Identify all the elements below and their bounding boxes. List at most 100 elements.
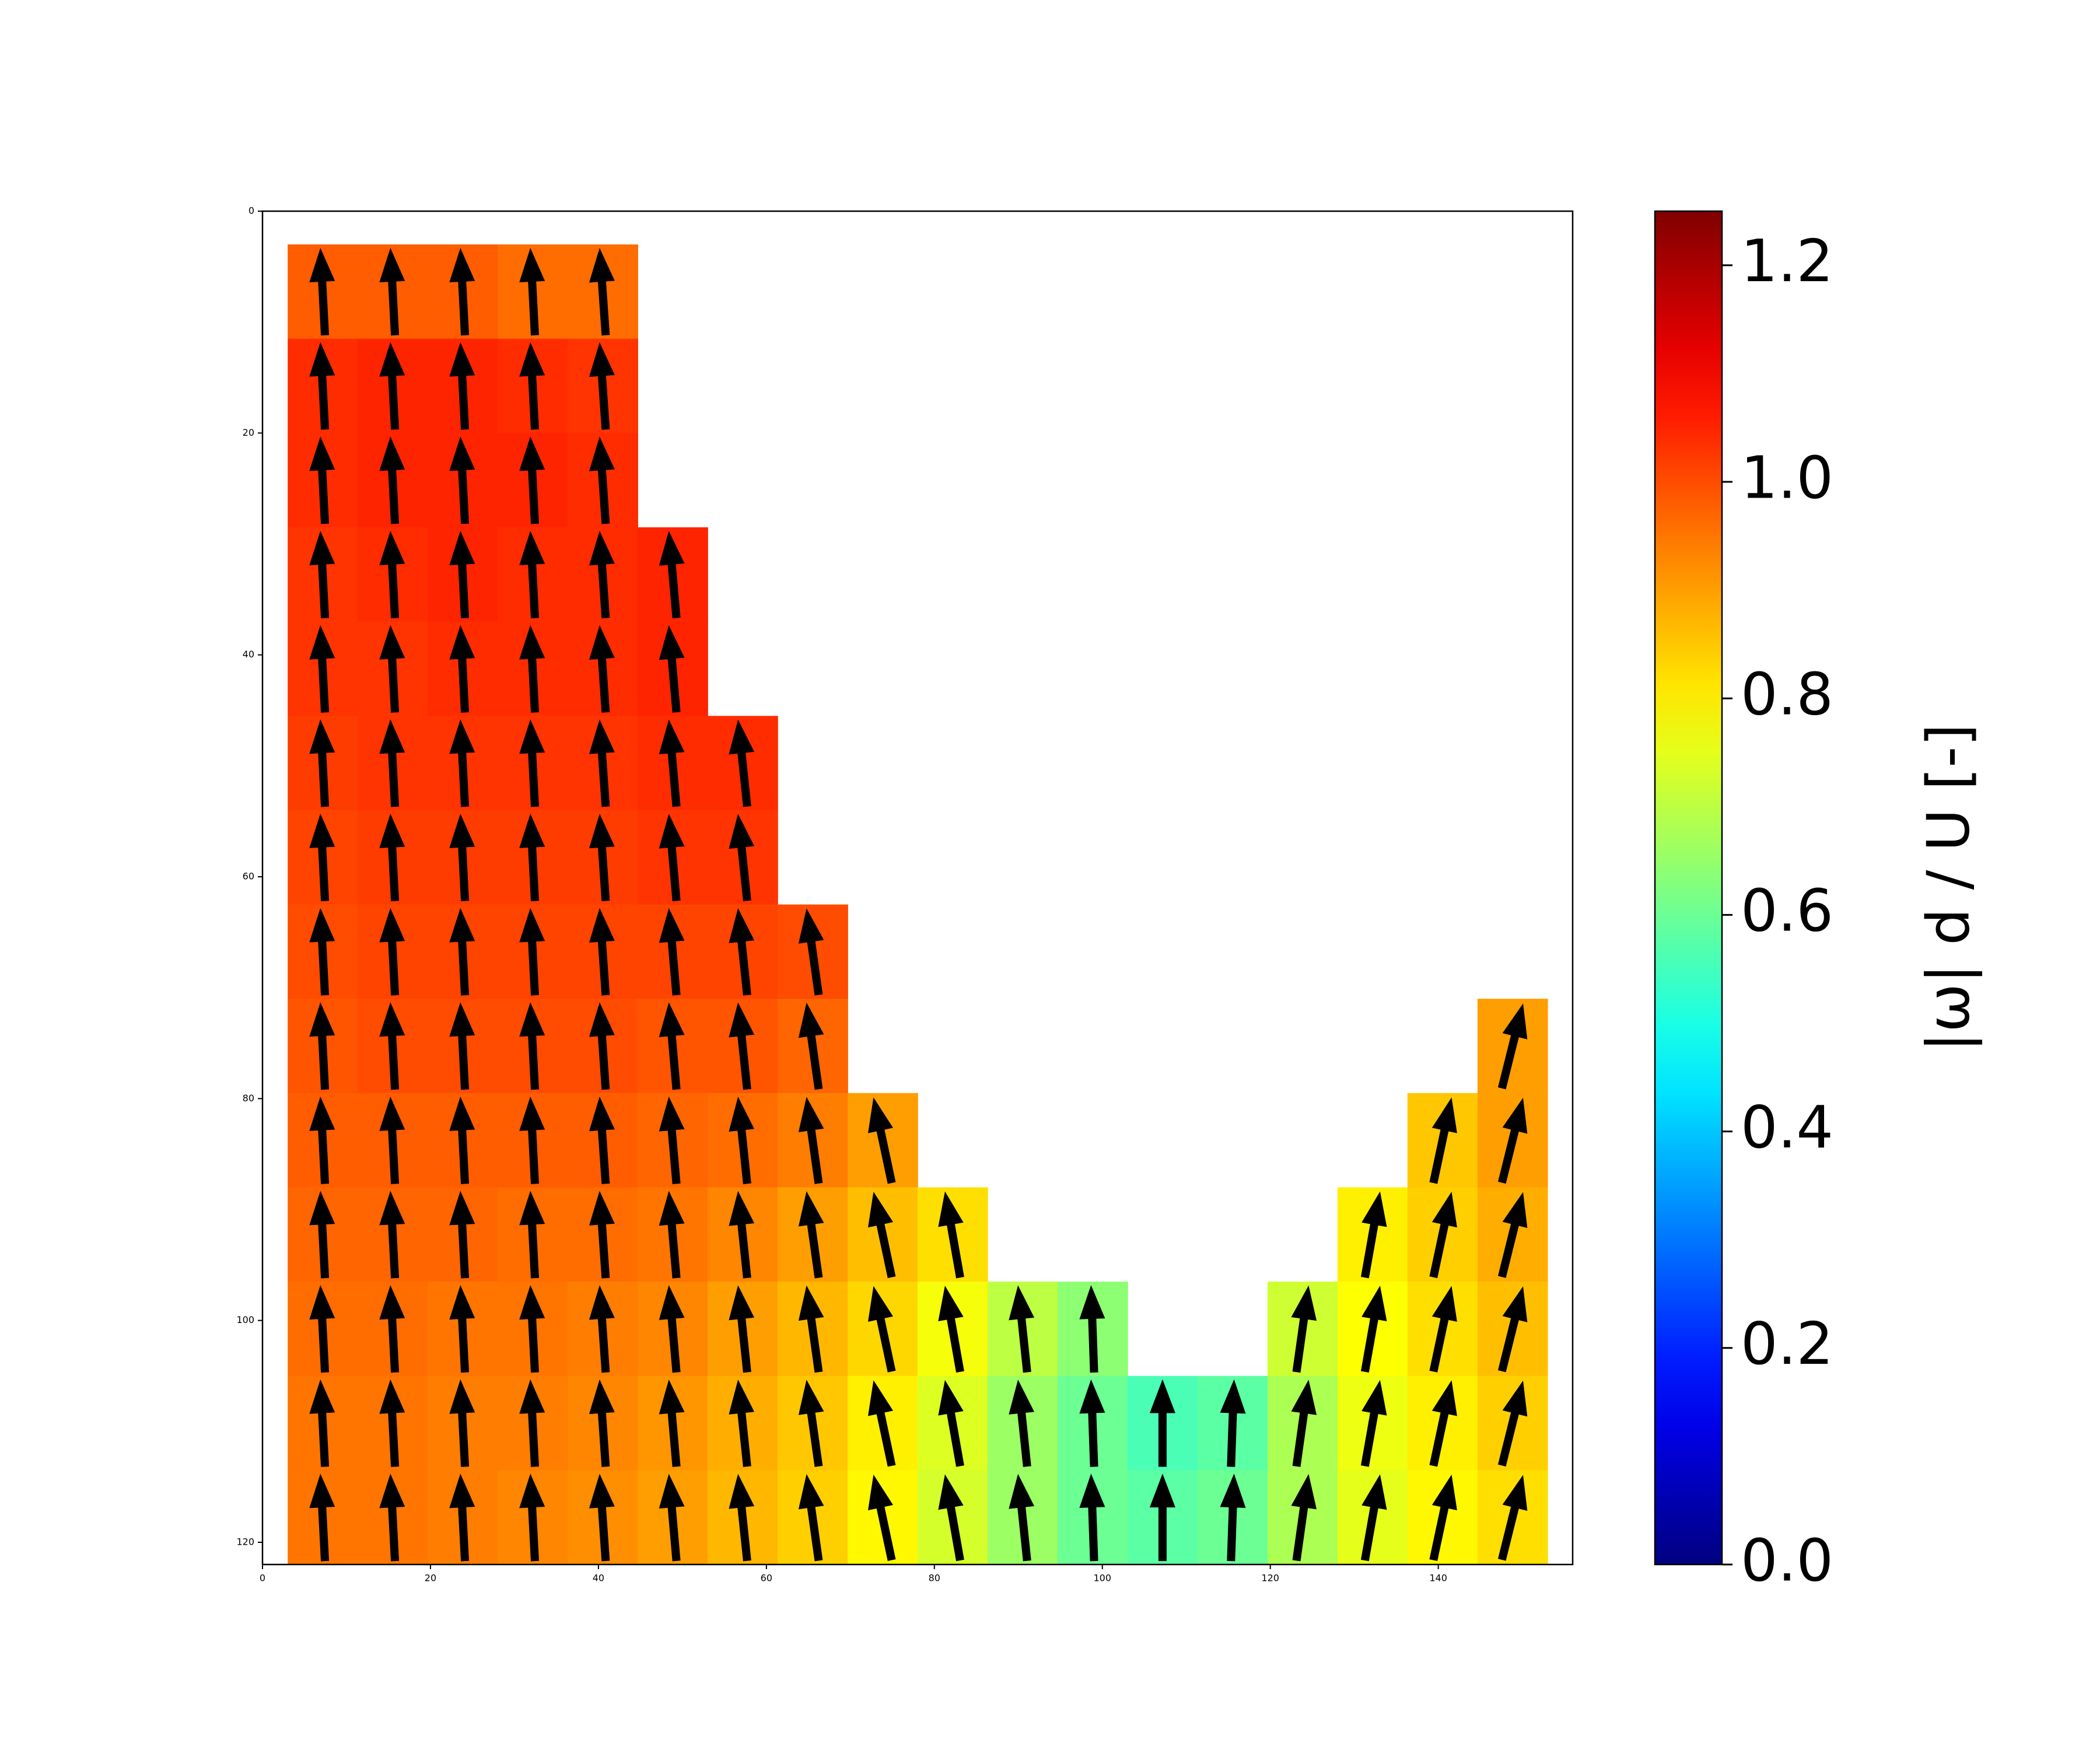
x-tick-label: 60 xyxy=(761,1573,772,1584)
arrow xyxy=(798,1002,824,1090)
arrow xyxy=(798,1097,824,1184)
arrow xyxy=(729,1285,755,1373)
arrow xyxy=(1360,1286,1387,1373)
arrow xyxy=(1220,1474,1246,1562)
arrow xyxy=(309,1002,335,1090)
arrow xyxy=(379,1191,405,1279)
arrow xyxy=(798,1191,824,1279)
arrow xyxy=(519,436,545,524)
arrow xyxy=(449,436,475,524)
arrow xyxy=(589,1096,615,1184)
arrow xyxy=(589,1379,615,1467)
arrow xyxy=(1079,1284,1105,1373)
arrow xyxy=(379,530,405,619)
arrow xyxy=(589,342,615,430)
x-tick-label: 40 xyxy=(593,1573,604,1584)
arrow xyxy=(1079,1379,1105,1467)
arrow xyxy=(589,719,615,807)
arrow xyxy=(449,247,475,336)
colorbar-tick-label: 1.2 xyxy=(1741,227,1833,295)
arrow xyxy=(519,625,545,713)
arrow xyxy=(938,1380,964,1467)
arrow xyxy=(379,1002,405,1090)
arrow xyxy=(309,342,335,430)
arrow xyxy=(1429,1286,1457,1373)
arrow xyxy=(1360,1380,1387,1467)
x-tick-label: 100 xyxy=(1093,1573,1111,1584)
arrow xyxy=(729,1097,755,1184)
arrow xyxy=(449,1474,475,1562)
y-tick-label: 60 xyxy=(243,870,254,881)
arrow xyxy=(1497,1380,1528,1467)
arrow xyxy=(449,1002,475,1090)
arrow xyxy=(309,908,335,996)
arrow xyxy=(659,908,685,996)
arrow xyxy=(309,1379,335,1467)
x-tick-label: 20 xyxy=(425,1573,436,1584)
arrow xyxy=(519,813,545,901)
arrow xyxy=(1009,1379,1035,1467)
plot-frame xyxy=(261,210,1574,1566)
arrow xyxy=(1291,1474,1317,1562)
arrow xyxy=(449,719,475,807)
arrow xyxy=(1497,1475,1528,1561)
arrow xyxy=(659,1474,685,1562)
arrow xyxy=(867,1380,896,1467)
arrow xyxy=(589,1191,615,1279)
arrow xyxy=(1429,1097,1457,1184)
arrow xyxy=(1429,1474,1457,1561)
heatmap xyxy=(288,244,1548,1565)
quiver xyxy=(309,247,1528,1562)
arrow xyxy=(1497,1286,1528,1373)
arrow xyxy=(1149,1379,1175,1467)
arrow xyxy=(938,1474,964,1562)
arrow xyxy=(449,908,475,996)
arrow xyxy=(379,436,405,524)
colorbar-tick-label: 0.6 xyxy=(1741,877,1833,945)
arrow xyxy=(589,813,615,902)
arrow xyxy=(449,813,475,901)
arrow xyxy=(1497,1003,1528,1090)
arrow xyxy=(379,247,405,336)
arrow xyxy=(449,1379,475,1467)
arrow xyxy=(519,530,545,619)
colorbar xyxy=(1654,210,1723,1566)
arrow xyxy=(659,625,685,713)
arrow xyxy=(309,1285,335,1373)
colorbar-tick-label: 0.8 xyxy=(1741,660,1833,729)
arrow xyxy=(1291,1380,1317,1467)
arrow xyxy=(1497,1097,1528,1184)
arrow xyxy=(379,625,405,713)
arrow xyxy=(1429,1191,1457,1279)
y-tick-label: 120 xyxy=(236,1536,254,1547)
arrow xyxy=(589,1285,615,1373)
arrow xyxy=(379,1474,405,1562)
arrow xyxy=(1220,1379,1246,1467)
arrow xyxy=(1360,1474,1387,1562)
arrow xyxy=(519,1096,545,1184)
arrow xyxy=(379,342,405,430)
arrow xyxy=(589,908,615,996)
y-tick-label: 40 xyxy=(243,649,254,660)
arrow xyxy=(589,530,615,619)
arrow xyxy=(659,1191,685,1279)
arrow xyxy=(449,1285,475,1373)
arrow xyxy=(1429,1380,1457,1467)
arrow xyxy=(867,1474,896,1561)
arrow xyxy=(1009,1474,1035,1562)
arrow xyxy=(309,247,335,336)
arrow xyxy=(379,813,405,901)
arrow xyxy=(729,1191,755,1279)
arrow xyxy=(659,1379,685,1467)
arrow xyxy=(449,625,475,713)
arrow xyxy=(729,1379,755,1467)
colorbar-label: |ω| d / U [-] xyxy=(1914,724,1982,1052)
arrow xyxy=(519,247,545,336)
arrow xyxy=(1009,1285,1035,1373)
arrow xyxy=(659,1096,685,1184)
arrow xyxy=(379,719,405,807)
x-tick-label: 80 xyxy=(929,1573,940,1584)
arrow xyxy=(519,342,545,430)
arrow xyxy=(1079,1474,1105,1562)
arrow xyxy=(659,531,685,619)
